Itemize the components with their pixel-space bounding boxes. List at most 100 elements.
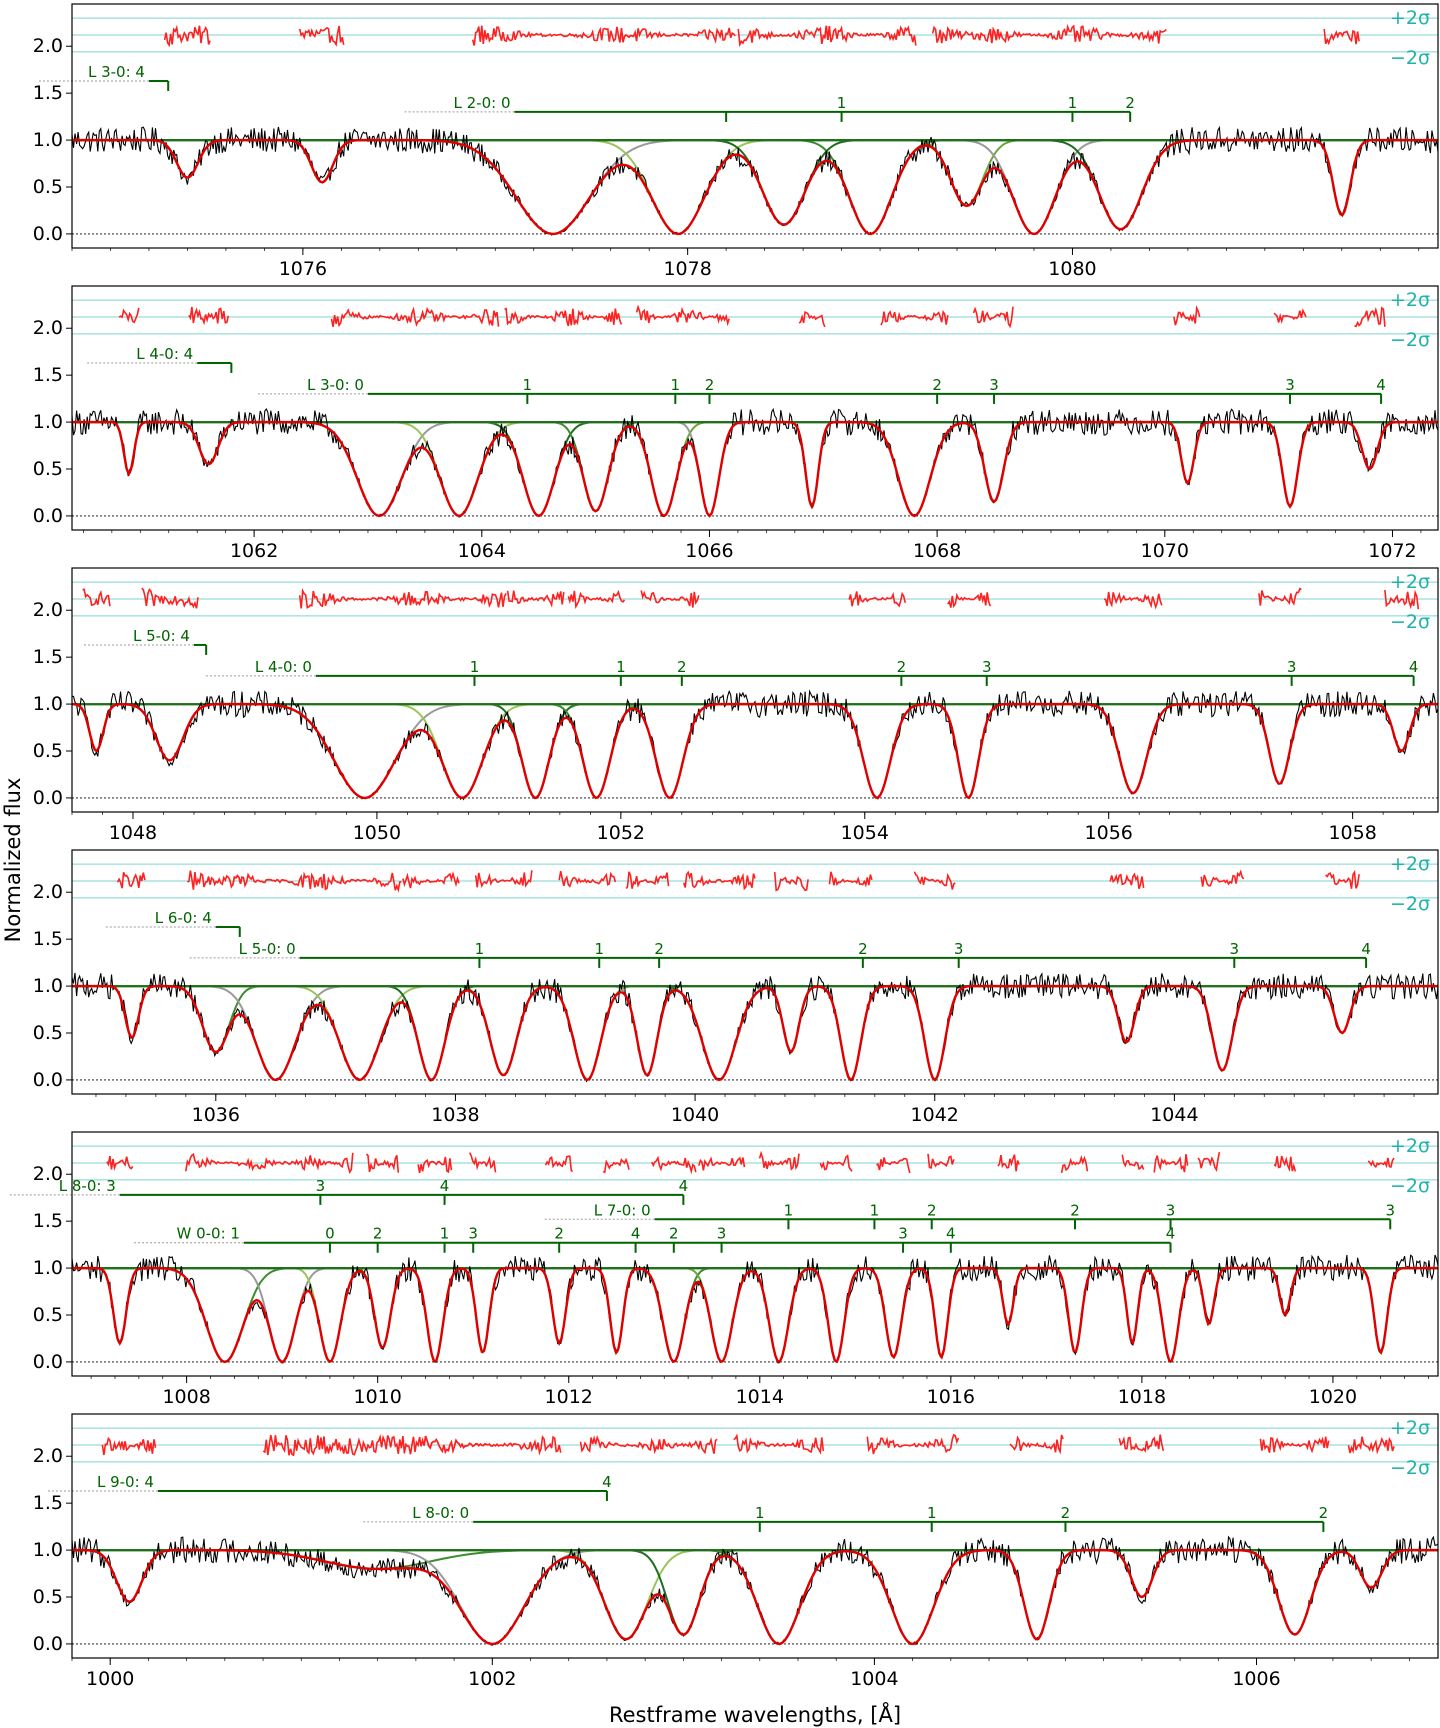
x-tick-label: 1058 [1328,822,1376,844]
transition-label: 1 [594,940,604,958]
component-profile [72,139,1438,235]
panel-6: L 9-0: 4 4 L 8-0: 0 1 1 2 2 0.0 0.5 1.0 1.5 2.0 1000… [33,1413,1439,1690]
residual-trace [773,871,809,892]
y-tick-label: 1.5 [33,646,63,668]
component-profile [72,421,1438,518]
total-model-profile [72,1548,1438,1646]
y-tick-label: 0.0 [33,1069,63,1091]
y-tick-label: 1.0 [33,411,63,433]
transition-label: 2 [932,376,942,394]
residual-trace [866,1433,960,1455]
y-tick-label: 2.0 [33,317,63,339]
residual-trace [1367,1157,1395,1169]
component-profile [72,1549,1438,1641]
plus-2sigma-label: +2σ [1390,1417,1430,1439]
residual-trace [927,1153,955,1169]
residual-trace [698,1156,746,1171]
x-tick-label: 1020 [1309,1386,1357,1408]
component-profile [72,1549,1438,1641]
x-tick-label: 1008 [162,1386,210,1408]
residual-trace [876,1157,911,1174]
minus-2sigma-label: −2σ [1390,329,1430,351]
line-system-label: W 0-0: 1 [176,1225,239,1243]
transition-label: 3 [316,1177,326,1195]
component-profile [72,421,1438,508]
transition-label: 2 [1125,94,1135,112]
total-model-profile [72,984,1438,1082]
transition-label: 3 [1230,940,1240,958]
residual-trace [365,1153,400,1173]
residual-trace [635,304,691,324]
total-model-profile [72,420,1438,518]
y-tick-label: 2.0 [33,35,63,57]
component-profile [72,421,1438,513]
line-system-1: L 6-0: 4 [105,909,241,937]
residual-trace [1323,28,1360,46]
transition-label: 3 [1166,1201,1176,1219]
residual-trace [828,871,873,888]
x-tick-label: 1010 [353,1386,401,1408]
residual-trace [101,1436,157,1456]
line-system-label: L 3-0: 0 [307,376,364,394]
component-profile [72,703,1438,799]
panel-plot-area [72,299,1438,518]
component-profile [72,703,1438,799]
component-profile [72,421,1438,517]
x-tick-label: 1054 [841,822,889,844]
transition-label: 2 [897,658,907,676]
x-tick-label: 1014 [736,1386,784,1408]
x-axis-title: Restframe wavelengths, [Å] [609,1701,901,1727]
observed-spectrum [72,407,1438,518]
y-tick-label: 1.0 [33,693,63,715]
transition-label: 1 [837,94,847,112]
line-system-label: L 4-0: 0 [255,658,312,676]
line-system-1: L 4-0: 4 [87,345,233,373]
transition-label: 1 [475,940,485,958]
y-tick-label: 1.0 [33,975,63,997]
x-tick-label: 1070 [1141,540,1189,562]
component-profile [72,1267,1438,1364]
residual-trace [1173,304,1201,326]
y-tick-label: 0.5 [33,1022,63,1044]
transition-label: 1 [927,1504,937,1522]
residual-trace [1009,1434,1064,1455]
component-profile [72,421,1438,503]
line-system-2: L 5-0: 0 1 1 2 2 3 3 4 [189,940,1371,968]
total-model-profile [72,138,1438,236]
residual-trace [913,871,956,890]
residual-trace [402,871,460,889]
component-profile [72,421,1438,485]
y-tick-label: 0.0 [33,1351,63,1373]
residual-trace [1200,869,1245,887]
transition-label: 2 [1061,1504,1071,1522]
residual-trace [1060,1154,1089,1174]
x-tick-label: 1002 [468,1668,516,1690]
residual-trace [417,306,500,327]
residual-trace [141,587,199,609]
residual-trace [423,1434,562,1456]
x-tick-label: 1062 [230,540,278,562]
y-tick-label: 1.5 [33,928,63,950]
residual-trace [418,590,507,608]
x-tick-label: 1048 [109,822,157,844]
panel-plot-area [72,581,1438,801]
component-profile [72,421,1438,517]
residual-trace [504,307,573,327]
plus-2sigma-label: +2σ [1390,1135,1430,1157]
panel-plot-area [72,863,1438,1083]
residual-trace [1325,869,1360,889]
transition-label: 3 [468,1225,478,1243]
component-profile [72,1267,1438,1354]
residual-trace [1273,308,1307,324]
residual-trace [758,1150,800,1171]
y-tick-label: 1.0 [33,129,63,151]
x-tick-label: 1050 [353,822,401,844]
x-tick-label: 1042 [911,1104,959,1126]
residual-trace [186,870,244,890]
minus-2sigma-label: −2σ [1390,893,1430,915]
residual-trace [1259,1436,1330,1454]
residual-trace [824,25,917,46]
residual-trace [688,309,730,327]
line-system-label: L 8-0: 3 [59,1177,116,1195]
residual-trace [602,1157,630,1174]
